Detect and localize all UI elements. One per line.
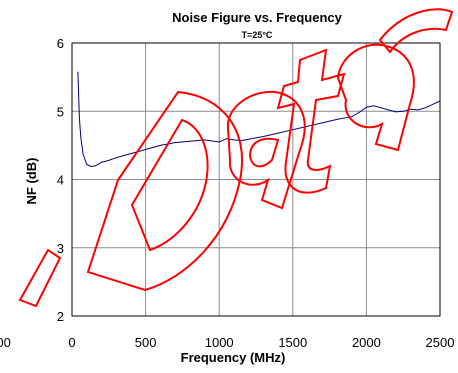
watermark [18,8,454,308]
x-tick-labels: 0 500 1000 1500 2000 2500 [68,335,454,350]
series-group [77,71,441,168]
y-axis-title: NF (dB) [24,158,39,205]
y-tick-label: 4 [57,173,64,188]
watermark-stroke [18,248,62,308]
x-tick-label: 2000 [352,335,381,350]
gridlines [71,42,441,317]
chart-subtitle: T=25°C [242,30,273,40]
watermark-stroke [226,90,306,210]
x-tick-label-clipped: 500 [0,335,11,350]
y-tick-label: 6 [57,36,64,51]
x-axis-title: Frequency (MHz) [181,350,286,365]
watermark-stroke [276,48,346,194]
x-tick-label: 1500 [278,335,307,350]
x-tick-label: 500 [135,335,157,350]
y-tick-label: 5 [57,104,64,119]
y-tick-label: 2 [57,309,64,324]
series-line [77,71,441,168]
y-tick-label: 3 [57,241,64,256]
x-tick-label: 0 [68,335,75,350]
y-tick-labels: 2 3 4 5 6 [57,36,64,324]
chart-title: Noise Figure vs. Frequency [172,10,343,25]
x-tick-label: 2500 [426,335,455,350]
watermark-stroke [336,43,415,152]
watermark-stroke [378,8,454,54]
x-tick-label: 1000 [205,335,234,350]
plot-area-border [71,42,441,317]
